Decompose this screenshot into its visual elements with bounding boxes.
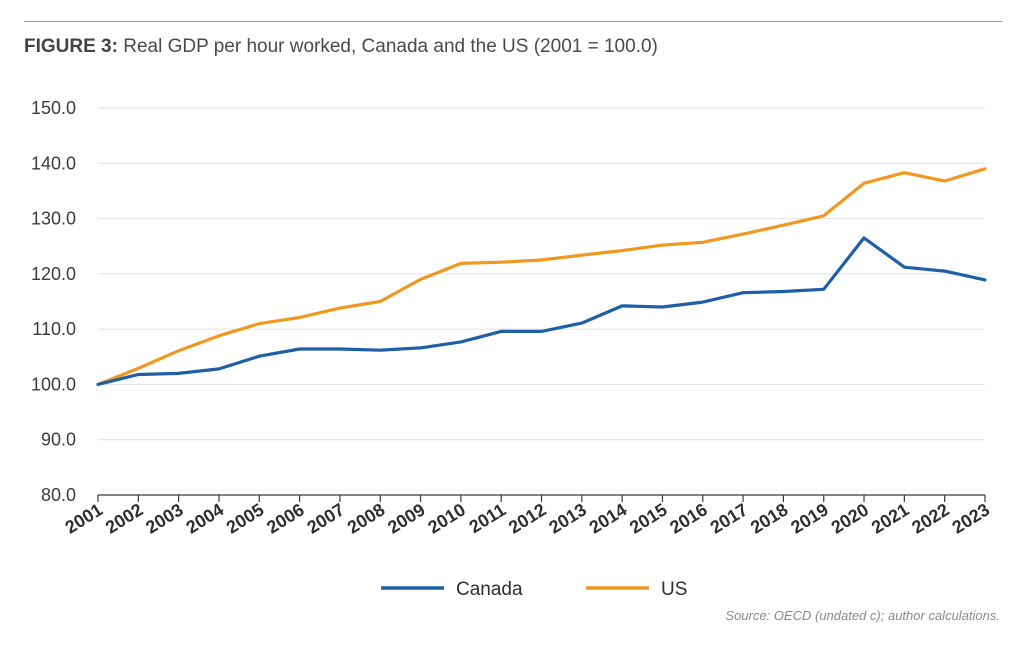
legend-label-us: US — [661, 579, 687, 600]
x-tick-label: 2012 — [505, 499, 550, 537]
x-tick-label: 2010 — [424, 499, 469, 537]
x-axis: 2001200220032004200520062007200820092010… — [62, 494, 994, 538]
legend: Canada US — [381, 579, 687, 600]
x-tick-label: 2006 — [263, 499, 308, 537]
x-tick-label: 2001 — [62, 499, 107, 537]
y-tick-label: 80.0 — [41, 485, 76, 505]
y-tick-label: 110.0 — [32, 319, 76, 339]
figure-title: Real GDP per hour worked, Canada and the… — [123, 36, 658, 57]
y-tick-label: 150.0 — [31, 98, 76, 118]
x-tick-label: 2002 — [102, 499, 147, 537]
source-note: Source: OECD (undated c); author calcula… — [725, 608, 1000, 623]
series-line-canada — [96, 236, 987, 386]
x-tick-label: 2004 — [183, 499, 228, 537]
x-tick-label: 2008 — [344, 499, 389, 537]
y-tick-label: 90.0 — [41, 430, 76, 450]
top-rule — [24, 21, 1002, 22]
x-tick-label: 2015 — [626, 499, 671, 537]
x-tick-label: 2003 — [142, 499, 187, 537]
y-tick-label: 100.0 — [31, 374, 76, 394]
y-tick-label: 120.0 — [31, 264, 76, 284]
x-tick-label: 2013 — [545, 499, 590, 537]
x-tick-label: 2022 — [908, 499, 953, 537]
x-tick-label: 2011 — [466, 499, 510, 537]
y-tick-label: 140.0 — [31, 153, 76, 173]
figure-label: FIGURE 3: — [24, 36, 118, 57]
gridlines — [98, 107, 985, 441]
x-tick-label: 2019 — [787, 499, 832, 537]
x-tick-label: 2018 — [747, 499, 792, 537]
y-tick-label: 130.0 — [31, 209, 76, 229]
x-tick-label: 2023 — [949, 499, 994, 537]
series-lines — [96, 167, 987, 386]
x-tick-label: 2021 — [868, 499, 913, 537]
x-tick-label: 2009 — [384, 499, 429, 537]
x-tick-label: 2005 — [223, 499, 268, 537]
x-tick-label: 2016 — [666, 499, 711, 537]
x-tick-label: 2017 — [707, 499, 752, 537]
series-line-us — [96, 167, 987, 386]
legend-label-canada: Canada — [456, 579, 523, 600]
x-tick-label: 2007 — [303, 499, 348, 537]
y-axis-ticks: 80.0 90.0 100.0 110.0 120.0 130.0 140.0 150.0 — [31, 98, 76, 505]
chart-title: FIGURE 3: Real GDP per hour worked, Cana… — [24, 36, 658, 58]
x-tick-label: 2014 — [586, 499, 631, 537]
x-tick-label: 2020 — [828, 499, 873, 537]
